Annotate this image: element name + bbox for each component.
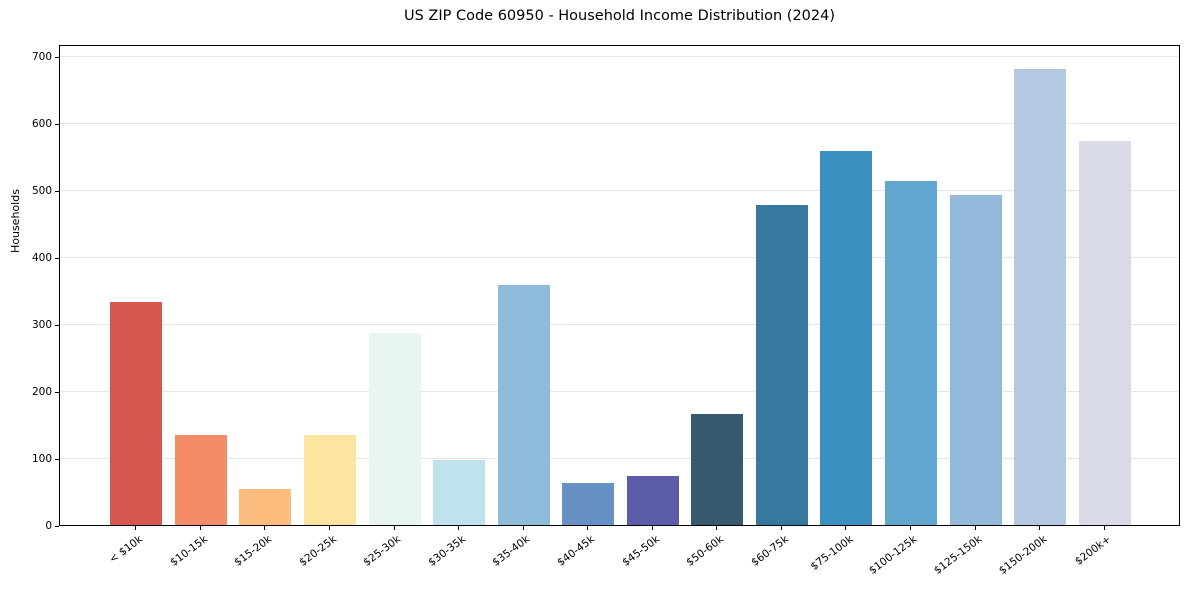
bar-$150-200k [1014, 68, 1067, 525]
y-tick-mark [55, 56, 59, 58]
bar-< $10k [110, 301, 163, 525]
x-tick-mark [1039, 526, 1041, 530]
gridline-y100 [60, 457, 1179, 459]
x-tick-mark [199, 526, 201, 530]
bar-$50-60k [691, 414, 744, 525]
bar-$125-150k [949, 195, 1002, 525]
gridline-y600 [60, 122, 1179, 124]
bar-$200k+ [1078, 141, 1131, 525]
x-tick-label-$75-100k: $75-100k [807, 533, 856, 573]
plot-area [59, 45, 1180, 526]
x-tick-label-$40-45k: $40-45k [555, 533, 597, 569]
y-tick-label-700: 700 [31, 51, 52, 64]
bar-$20-25k [303, 434, 356, 525]
bar-$25-30k [368, 333, 421, 525]
y-tick-mark [55, 324, 59, 326]
x-tick-mark [780, 526, 782, 530]
x-tick-mark [651, 526, 653, 530]
x-tick-mark [1103, 526, 1105, 530]
gridline-y200 [60, 390, 1179, 392]
x-tick-label-$125-150k: $125-150k [931, 533, 985, 577]
y-axis-label: Households [9, 189, 22, 254]
x-tick-label-< $10k: < $10k [107, 533, 145, 566]
x-tick-label-$50-60k: $50-60k [684, 533, 726, 569]
x-tick-label-$35-40k: $35-40k [490, 533, 533, 569]
bar-$60-75k [755, 204, 808, 525]
y-tick-mark [55, 458, 59, 460]
bar-$15-20k [239, 488, 292, 525]
x-tick-label-$15-20k: $15-20k [232, 533, 275, 569]
x-tick-mark [393, 526, 395, 530]
y-tick-mark [55, 190, 59, 192]
x-tick-label-$20-25k: $20-25k [296, 533, 339, 569]
y-tick-label-600: 600 [31, 118, 52, 131]
y-tick-label-100: 100 [31, 453, 52, 465]
y-tick-label-500: 500 [31, 185, 52, 198]
x-tick-label-$200k+: $200k+ [1072, 533, 1114, 568]
x-tick-label-$25-30k: $25-30k [361, 533, 404, 569]
x-tick-mark [328, 526, 330, 530]
x-tick-mark [458, 526, 460, 530]
gridline-y500 [60, 189, 1179, 191]
bar-$10-15k [174, 434, 227, 525]
x-tick-mark [716, 526, 718, 530]
x-tick-mark [522, 526, 524, 530]
bar-$40-45k [562, 482, 615, 525]
gridline-y400 [60, 256, 1179, 258]
x-tick-label-$100-125k: $100-125k [867, 533, 920, 577]
bar-$100-125k [885, 181, 938, 525]
gridline-y300 [60, 323, 1179, 325]
x-tick-label-$10-15k: $10-15k [167, 533, 210, 569]
y-tick-mark [55, 525, 59, 527]
gridline-y700 [60, 55, 1179, 57]
y-tick-mark [55, 123, 59, 125]
bar-$75-100k [820, 151, 873, 525]
y-tick-mark [55, 391, 59, 393]
y-tick-label-400: 400 [31, 252, 52, 265]
y-tick-label-300: 300 [31, 319, 52, 332]
x-tick-label-$45-50k: $45-50k [619, 533, 662, 569]
x-tick-label-$60-75k: $60-75k [748, 533, 791, 569]
x-tick-label-$150-200k: $150-200k [996, 533, 1049, 577]
x-tick-mark [974, 526, 976, 530]
x-tick-mark [845, 526, 847, 530]
y-tick-mark [55, 257, 59, 259]
bar-$30-35k [433, 460, 486, 525]
x-tick-mark [910, 526, 912, 530]
bar-$45-50k [626, 476, 679, 525]
y-tick-label-200: 200 [31, 386, 52, 399]
bar-$35-40k [497, 285, 550, 525]
chart-title: US ZIP Code 60950 - Household Income Dis… [403, 8, 836, 24]
x-tick-mark [264, 526, 266, 530]
x-tick-mark [587, 526, 589, 530]
x-tick-label-$30-35k: $30-35k [425, 533, 468, 569]
y-tick-label-0: 0 [45, 520, 52, 532]
x-tick-mark [135, 526, 137, 530]
